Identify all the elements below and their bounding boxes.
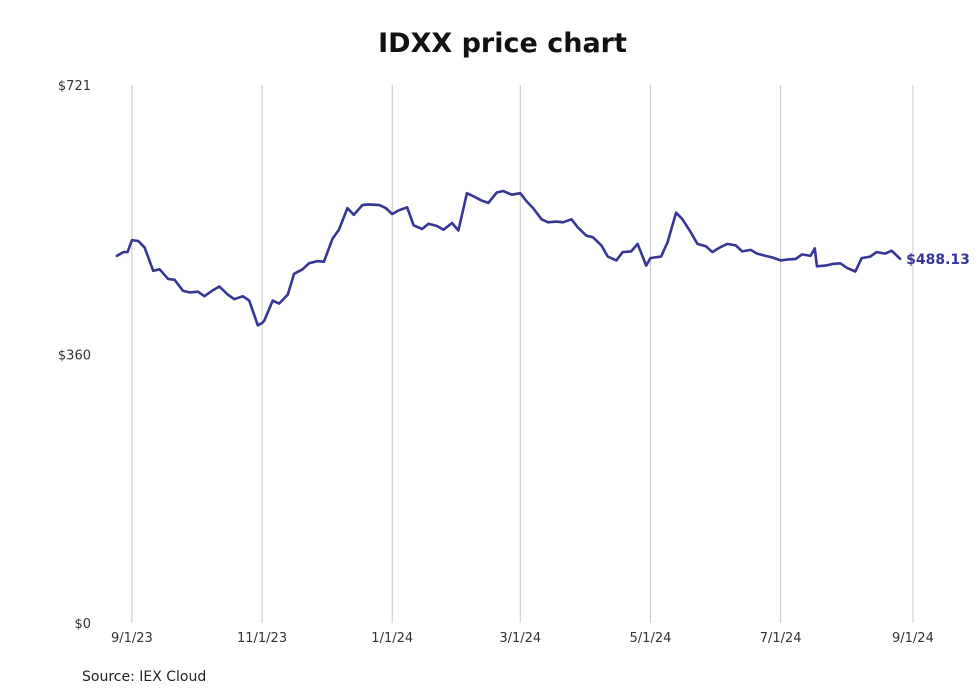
y-tick-label: $721 — [58, 79, 91, 94]
last-price-label: $488.13 — [906, 252, 970, 268]
x-tick-label: 5/1/24 — [630, 631, 672, 646]
x-tick-label: 11/1/23 — [237, 631, 287, 646]
vertical-gridlines — [131, 85, 914, 623]
x-tick-label: 9/1/23 — [111, 631, 153, 646]
price-series-line — [115, 189, 902, 327]
x-tick-label: 1/1/24 — [371, 631, 413, 646]
x-tick-label: 7/1/24 — [760, 631, 802, 646]
source-note: Source: IEX Cloud — [82, 669, 207, 685]
y-tick-label: $360 — [58, 348, 91, 363]
x-tick-label: 3/1/24 — [499, 631, 541, 646]
y-axis-tick-labels: $0 $360 $721 — [58, 79, 91, 632]
chart-title: IDXX price chart — [378, 28, 627, 59]
x-tick-label: 9/1/24 — [892, 631, 934, 646]
x-axis-tick-labels: 9/1/23 11/1/23 1/1/24 3/1/24 5/1/24 7/1/24 9/1… — [111, 631, 934, 646]
y-tick-label: $0 — [74, 617, 91, 632]
